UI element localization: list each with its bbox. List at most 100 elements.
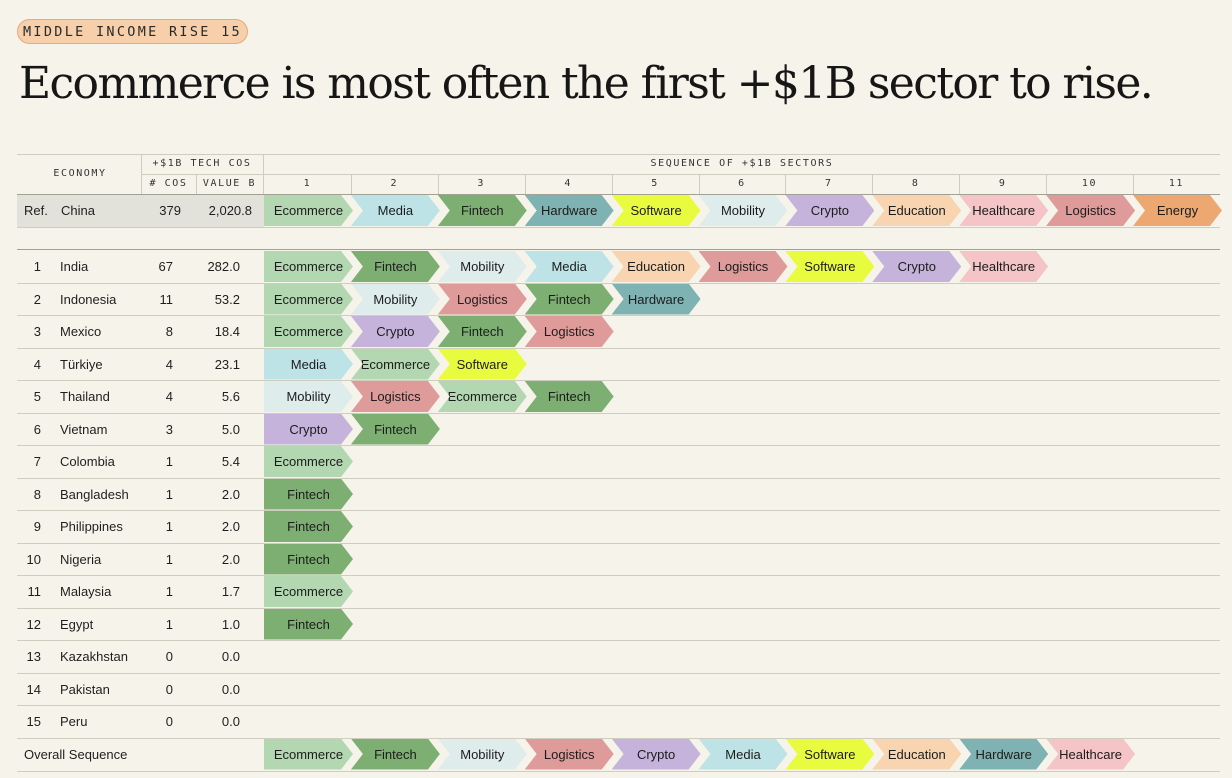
header-sequence: SEQUENCE OF +$1B SECTORS	[650, 158, 834, 169]
sector-label: Fintech	[374, 259, 417, 274]
row-value: 53.2	[214, 291, 240, 307]
position-column-divider	[698, 174, 700, 194]
row-economy: Vietnam	[60, 421, 108, 437]
row-value: 1.7	[221, 584, 240, 599]
sector-label: Healthcare	[972, 259, 1036, 274]
sector-label: Logistics	[370, 389, 421, 404]
row-rule	[17, 347, 1220, 349]
row-rank: 15	[26, 714, 41, 729]
sector-label: Healthcare	[1059, 746, 1123, 762]
row-rank: 11	[27, 584, 42, 599]
row-cos: 1	[165, 486, 173, 502]
overall-sector-media: Media	[699, 739, 788, 770]
row-rule	[17, 542, 1220, 544]
header-position: 6	[738, 178, 746, 189]
row-6-sector-fintech: Fintech	[351, 414, 440, 445]
row-rank: 14	[26, 681, 41, 697]
row-economy: Pakistan	[60, 681, 110, 697]
position-column-divider	[785, 174, 787, 194]
sector-label: Logistics	[717, 259, 769, 274]
row-4-sector-media: Media	[264, 349, 353, 380]
sector-label: Crypto	[897, 259, 936, 274]
row-rule	[17, 737, 1220, 739]
sector-label: Ecommerce	[447, 389, 517, 404]
sector-label: Media	[551, 259, 587, 274]
row-value: 2.0	[221, 551, 240, 567]
reference-sector-education: Education	[872, 195, 961, 226]
row-rule	[17, 607, 1220, 609]
header-position: 7	[825, 178, 833, 189]
sector-label: Software	[804, 746, 856, 762]
reference-economy: China	[61, 203, 95, 218]
row-2-sector-mobility: Mobility	[351, 284, 440, 315]
row-rule	[17, 510, 1220, 511]
row-economy: Peru	[60, 714, 88, 729]
row-value: 0.0	[221, 681, 240, 697]
row-rank: 2	[33, 291, 41, 307]
sector-label: Fintech	[374, 421, 417, 437]
overall-sector-healthcare: Healthcare	[1046, 739, 1135, 770]
row-5-sector-mobility: Mobility	[264, 381, 353, 412]
row-rule	[17, 445, 1220, 446]
sector-label: Mobility	[460, 259, 505, 274]
overall-sector-crypto: Crypto	[612, 739, 701, 770]
row-value: 5.0	[221, 421, 240, 437]
row-economy: Indonesia	[60, 291, 117, 307]
reference-rank: Ref.	[24, 203, 48, 218]
cos-column-divider	[196, 174, 197, 194]
sector-label: Crypto	[810, 203, 850, 218]
reference-sector-healthcare: Healthcare	[959, 195, 1048, 226]
position-column-divider	[872, 174, 874, 194]
row-rank: 13	[26, 649, 41, 664]
sector-label: Fintech	[287, 486, 330, 502]
reference-bottom-rule	[17, 227, 1220, 228]
row-11-sector-ecommerce: Ecommerce	[264, 576, 353, 607]
row-economy: Kazakhstan	[60, 649, 128, 664]
row-value: 18.4	[214, 324, 240, 339]
sector-label: Ecommerce	[273, 291, 344, 307]
row-6-sector-crypto: Crypto	[264, 414, 353, 445]
row-rank: 6	[33, 421, 41, 437]
row-cos: 11	[159, 291, 174, 307]
reference-sector-crypto: Crypto	[785, 195, 874, 226]
header-tech-cos: +$1B TECH COS	[152, 158, 252, 169]
sector-label: Hardware	[541, 203, 598, 218]
row-economy: India	[60, 259, 89, 274]
reference-value: 2,020.8	[208, 203, 252, 218]
header-position: 2	[390, 178, 399, 189]
row-rule	[17, 282, 1220, 284]
row-cos: 1	[165, 454, 173, 469]
row-12-sector-fintech: Fintech	[264, 609, 353, 640]
row-rule	[17, 315, 1220, 316]
row-economy: Colombia	[60, 454, 115, 469]
header-top-rule	[17, 154, 1220, 155]
row-2-sector-hardware: Hardware	[612, 284, 701, 315]
sector-label: Fintech	[287, 519, 330, 534]
sector-label: Ecommerce	[273, 203, 344, 218]
header-economy: ECONOMY	[53, 168, 107, 179]
sector-label: Media	[377, 203, 414, 218]
sector-label: Education	[887, 746, 946, 762]
position-column-divider	[437, 174, 439, 194]
row-10-sector-fintech: Fintech	[264, 544, 353, 575]
row-2-sector-logistics: Logistics	[438, 284, 527, 315]
overall-sector-software: Software	[785, 739, 874, 770]
header-value-b: VALUE B	[202, 178, 257, 189]
row-cos: 0	[165, 681, 173, 697]
row-economy: Thailand	[60, 389, 110, 404]
sector-label: Fintech	[374, 746, 417, 762]
header-position: 11	[1168, 178, 1185, 189]
sector-label: Hardware	[627, 291, 685, 307]
subheader-rule-seq	[263, 174, 1220, 175]
sector-label: Mobility	[720, 203, 766, 218]
reference-cos: 379	[159, 203, 181, 218]
row-economy: Malaysia	[60, 584, 112, 599]
row-rule	[17, 477, 1220, 479]
row-3-sector-ecommerce: Ecommerce	[264, 316, 353, 347]
position-column-divider	[611, 174, 613, 194]
row-economy: Mexico	[60, 324, 102, 339]
sector-label: Fintech	[460, 324, 504, 339]
sector-label: Logistics	[457, 291, 508, 307]
sector-label: Energy	[1156, 203, 1199, 218]
overall-sector-ecommerce: Ecommerce	[264, 739, 353, 770]
